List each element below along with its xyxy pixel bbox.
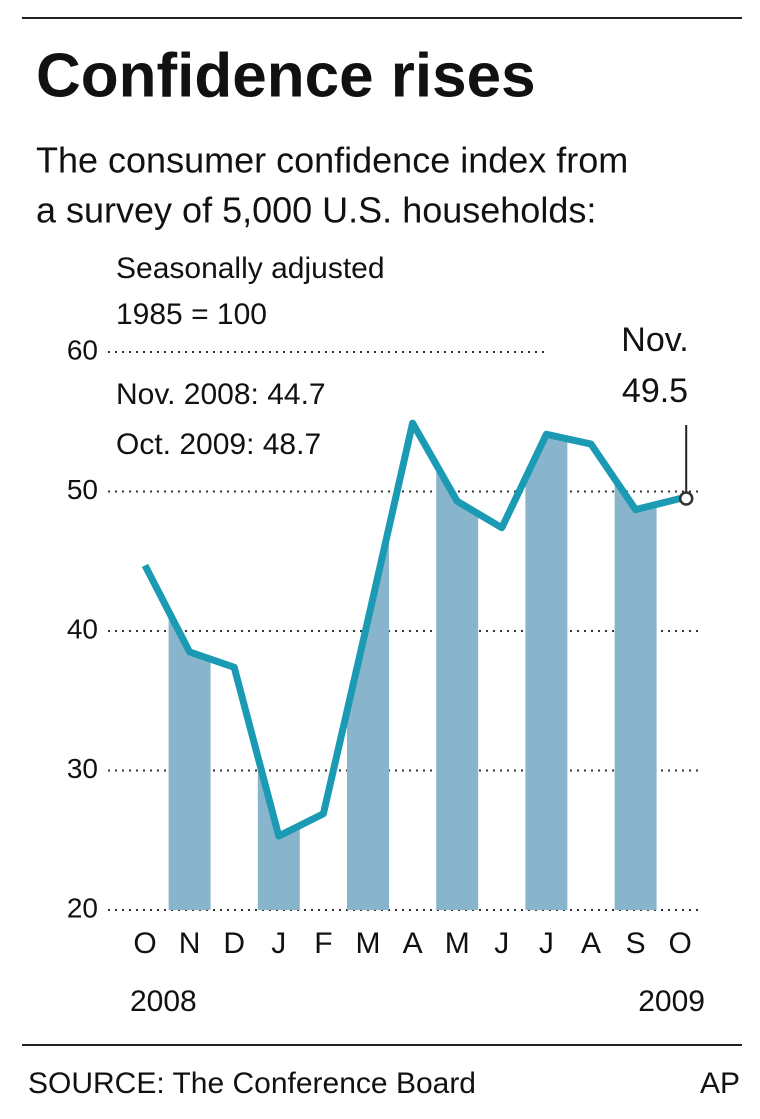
x-tick-label: D [223, 927, 245, 960]
x-tick-label: N [179, 927, 201, 960]
x-tick-label: A [403, 927, 423, 960]
source: SOURCE: The Conference Board [28, 1067, 476, 1100]
y-tick-label: 40 [67, 613, 98, 644]
x-tick-label: O [133, 927, 156, 960]
x-tick-label: M [356, 927, 381, 960]
subtitle: a survey of 5,000 U.S. households: [36, 190, 596, 231]
end-label-month: Nov. [621, 321, 688, 359]
annotation: Nov. 2008: 44.7 [116, 378, 326, 411]
x-tick-label: F [314, 927, 332, 960]
subtitle: The consumer confidence index from [36, 140, 628, 181]
line [141, 419, 682, 840]
end-marker [678, 491, 694, 506]
x-tick-label: O [669, 927, 692, 960]
x-tick-label: S [626, 927, 646, 960]
y-tick-label: 30 [67, 753, 98, 784]
x-tick-label: J [539, 927, 554, 960]
x-tick-label: J [271, 927, 286, 960]
year-label: 2008 [130, 985, 197, 1018]
chart-title: Confidence rises [36, 41, 536, 110]
y-tick-label: 50 [67, 474, 98, 505]
annotation: Oct. 2009: 48.7 [116, 428, 321, 461]
end-label-value: 49.5 [622, 372, 688, 410]
x-tick-label: M [445, 927, 470, 960]
credit: AP [700, 1067, 740, 1100]
note: 1985 = 100 [116, 298, 267, 331]
note: Seasonally adjusted [116, 252, 385, 285]
y-tick-label: 20 [67, 892, 98, 923]
x-tick-label: A [581, 927, 601, 960]
year-label: 2009 [638, 985, 705, 1018]
y-tick-label: 60 [67, 334, 98, 365]
x-tick-label: J [494, 927, 509, 960]
